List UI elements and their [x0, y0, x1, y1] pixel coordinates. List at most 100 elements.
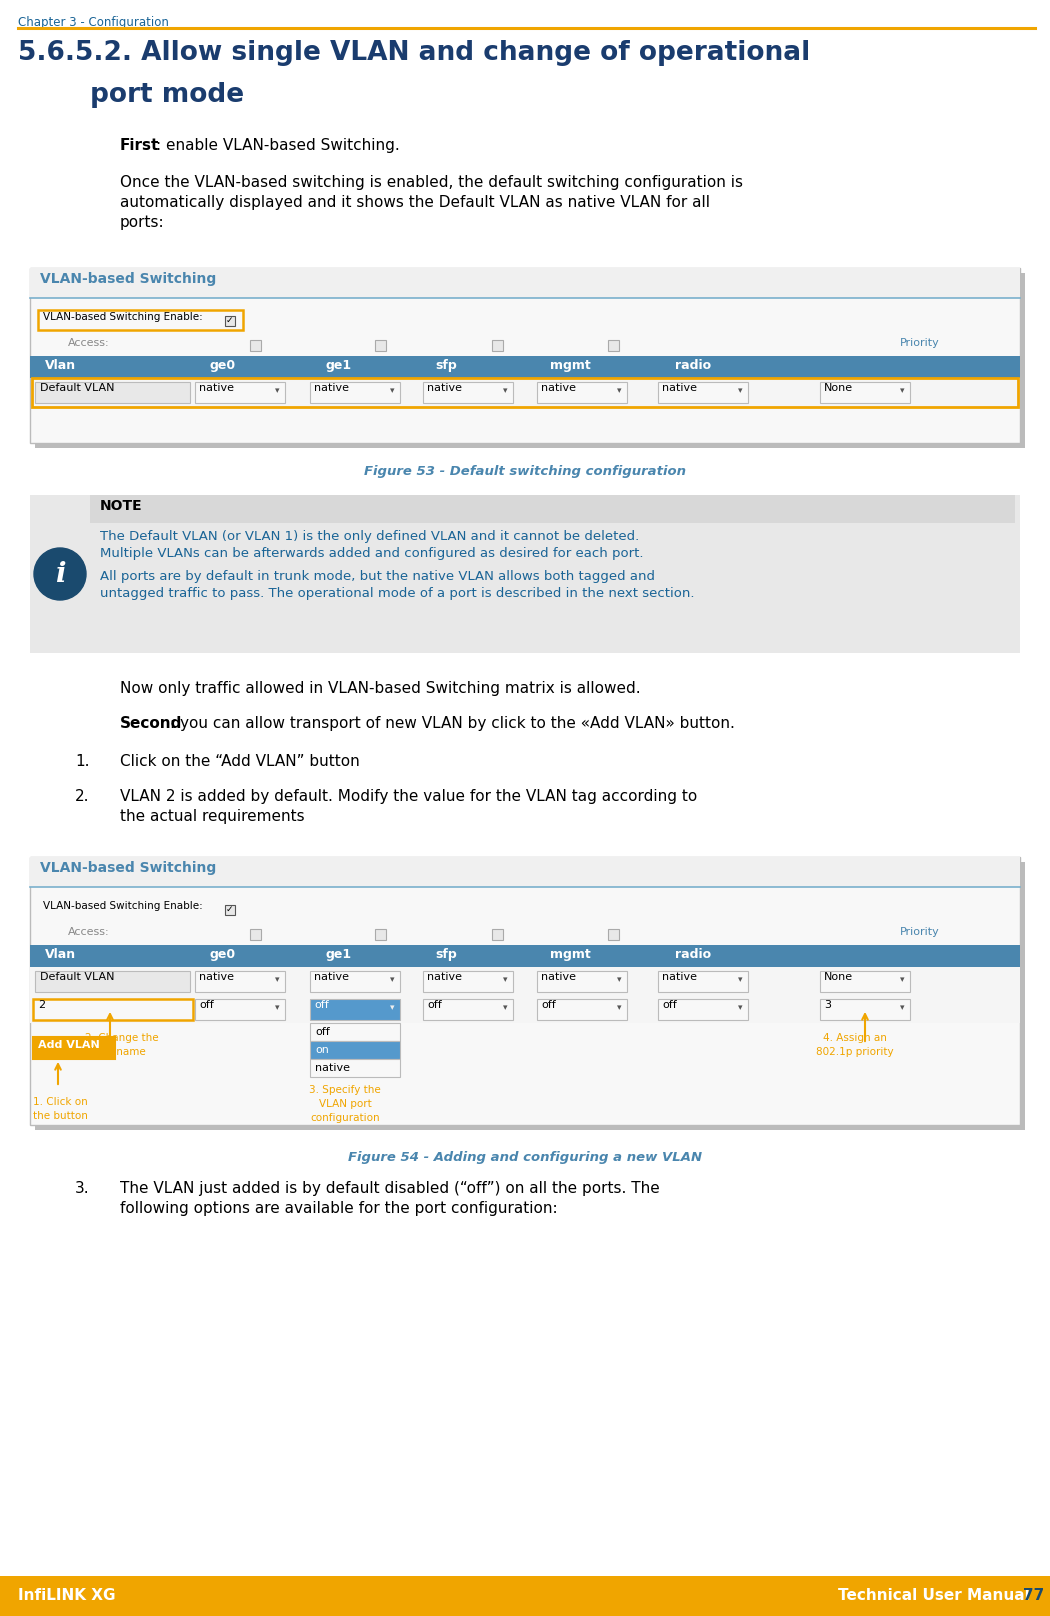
Text: Now only traffic allowed in VLAN-based Switching matrix is allowed.: Now only traffic allowed in VLAN-based S…: [120, 680, 640, 696]
Text: native: native: [427, 383, 462, 393]
Text: ▾: ▾: [503, 1004, 507, 1012]
Text: ✓: ✓: [226, 905, 233, 915]
Text: VLAN-based Switching: VLAN-based Switching: [40, 861, 216, 874]
Text: Multiple VLANs can be afterwards added and configured as desired for each port.: Multiple VLANs can be afterwards added a…: [100, 546, 644, 561]
Text: VLAN-based Switching Enable:: VLAN-based Switching Enable:: [43, 312, 203, 322]
Text: the actual requirements: the actual requirements: [120, 810, 304, 824]
Text: First: First: [120, 137, 160, 154]
Bar: [608, 339, 619, 351]
Text: ▾: ▾: [738, 1004, 742, 1012]
Bar: [35, 273, 1025, 448]
Bar: [492, 929, 503, 941]
Text: None: None: [824, 383, 853, 393]
Bar: [423, 999, 513, 1020]
Text: native: native: [315, 1063, 350, 1073]
Text: ▾: ▾: [900, 974, 904, 984]
Text: sfp: sfp: [435, 949, 457, 962]
Bar: [30, 966, 1020, 995]
Text: Figure 53 - Default switching configuration: Figure 53 - Default switching configurat…: [364, 465, 686, 478]
Bar: [310, 1058, 400, 1076]
Text: ▾: ▾: [275, 974, 279, 984]
Bar: [537, 971, 627, 992]
Text: 3.: 3.: [75, 1181, 89, 1196]
Text: ▾: ▾: [738, 974, 742, 984]
Bar: [537, 999, 627, 1020]
Text: 2. Change the: 2. Change the: [85, 1033, 159, 1042]
Text: native: native: [541, 383, 576, 393]
Text: Vlan: Vlan: [45, 949, 76, 962]
Text: ▾: ▾: [617, 386, 622, 394]
Bar: [195, 381, 285, 402]
Bar: [38, 310, 243, 330]
Bar: [820, 999, 910, 1020]
Bar: [375, 929, 386, 941]
Bar: [33, 999, 193, 1020]
Text: ▾: ▾: [900, 1004, 904, 1012]
Text: native: native: [314, 383, 349, 393]
Bar: [423, 971, 513, 992]
Bar: [30, 494, 1020, 653]
Text: NOTE: NOTE: [100, 499, 143, 512]
Circle shape: [34, 548, 86, 600]
Text: The Default VLAN (or VLAN 1) is the only defined VLAN and it cannot be deleted.: The Default VLAN (or VLAN 1) is the only…: [100, 530, 639, 543]
Bar: [35, 861, 1025, 1130]
Text: : enable VLAN-based Switching.: : enable VLAN-based Switching.: [156, 137, 400, 154]
Text: None: None: [824, 971, 853, 983]
Text: ge0: ge0: [210, 359, 236, 372]
Text: radio: radio: [675, 359, 711, 372]
Text: InfiLINK XG: InfiLINK XG: [18, 1589, 116, 1603]
Text: VLAN port: VLAN port: [318, 1099, 372, 1109]
Text: ports:: ports:: [120, 215, 165, 229]
Text: 77: 77: [1023, 1589, 1044, 1603]
Text: 5.6.5.2. Allow single VLAN and change of operational: 5.6.5.2. Allow single VLAN and change of…: [18, 40, 811, 66]
Bar: [658, 381, 748, 402]
Bar: [250, 929, 261, 941]
Bar: [225, 317, 235, 326]
Text: 3: 3: [824, 1000, 831, 1010]
Text: mgmt: mgmt: [550, 949, 591, 962]
Text: Default VLAN: Default VLAN: [40, 383, 114, 393]
Text: off: off: [315, 1028, 330, 1037]
Bar: [30, 995, 1020, 1023]
Bar: [30, 356, 1020, 378]
Bar: [375, 339, 386, 351]
Bar: [310, 1041, 400, 1058]
Bar: [658, 971, 748, 992]
Bar: [608, 929, 619, 941]
Text: VLAN-based Switching: VLAN-based Switching: [40, 271, 216, 286]
Text: native: native: [200, 971, 234, 983]
Text: off: off: [314, 1000, 329, 1010]
Bar: [35, 971, 190, 992]
Text: 3. Specify the: 3. Specify the: [309, 1084, 381, 1096]
Text: Default VLAN: Default VLAN: [40, 971, 114, 983]
Text: off: off: [662, 1000, 677, 1010]
Bar: [225, 905, 235, 915]
Text: i: i: [55, 561, 65, 588]
Text: automatically displayed and it shows the Default VLAN as native VLAN for all: automatically displayed and it shows the…: [120, 196, 710, 210]
Text: ▾: ▾: [738, 386, 742, 394]
Bar: [30, 856, 1020, 887]
Bar: [820, 971, 910, 992]
Text: Priority: Priority: [900, 338, 940, 347]
Text: 1.: 1.: [75, 755, 89, 769]
Text: Click on the “Add VLAN” button: Click on the “Add VLAN” button: [120, 755, 360, 769]
Text: Add VLAN: Add VLAN: [38, 1041, 100, 1050]
Text: off: off: [200, 1000, 214, 1010]
Text: ✓: ✓: [226, 317, 233, 325]
Text: ▾: ▾: [900, 386, 904, 394]
Text: VLAN 2 is added by default. Modify the value for the VLAN tag according to: VLAN 2 is added by default. Modify the v…: [120, 789, 697, 805]
Text: ge0: ge0: [210, 949, 236, 962]
Bar: [32, 378, 1018, 407]
Text: Figure 54 - Adding and configuring a new VLAN: Figure 54 - Adding and configuring a new…: [348, 1151, 702, 1164]
Bar: [35, 381, 190, 402]
Bar: [30, 268, 1020, 443]
Text: the button: the button: [33, 1112, 88, 1122]
Bar: [537, 381, 627, 402]
Bar: [250, 339, 261, 351]
Text: ▾: ▾: [275, 1004, 279, 1012]
Bar: [310, 381, 400, 402]
Text: Access:: Access:: [68, 928, 109, 937]
Text: 802.1p priority: 802.1p priority: [816, 1047, 894, 1057]
Text: port mode: port mode: [90, 82, 244, 108]
Text: untagged traffic to pass. The operational mode of a port is described in the nex: untagged traffic to pass. The operationa…: [100, 587, 694, 600]
